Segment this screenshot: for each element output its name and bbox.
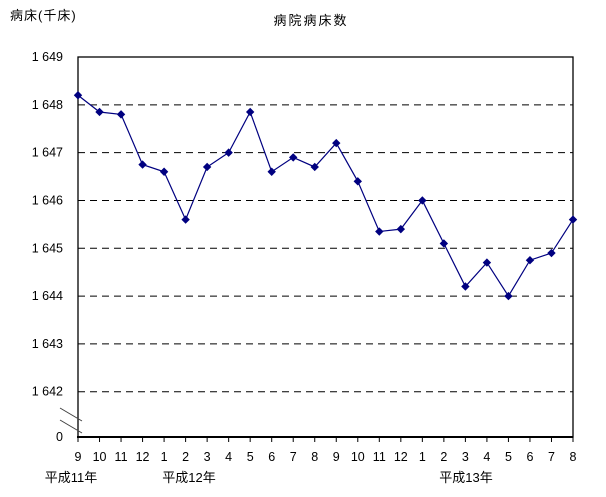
y-tick-label: 1 642 [32, 385, 63, 399]
era-label: 平成11年 [45, 470, 98, 485]
data-point-marker [181, 215, 190, 224]
series-line [77, 94, 574, 298]
x-tick-label: 3 [462, 450, 469, 464]
y-tick-label: 1 646 [32, 193, 63, 207]
data-point-marker [332, 138, 341, 148]
x-tick-label: 11 [115, 450, 128, 464]
x-tick-label: 12 [136, 450, 150, 464]
y-tick-label: 1 648 [32, 98, 63, 112]
data-point-marker [95, 107, 104, 117]
data-point-marker [396, 224, 406, 234]
x-tick-label: 6 [268, 450, 275, 464]
data-point-marker [353, 177, 362, 186]
axis-break-icon [59, 407, 83, 422]
y-tick-label: 1 649 [32, 50, 63, 64]
x-tick-label: 12 [394, 450, 408, 464]
data-point-marker [116, 110, 126, 119]
x-tick-label: 2 [440, 450, 447, 464]
x-tick-label: 2 [182, 450, 189, 464]
data-point-marker [547, 248, 556, 258]
y-axis-unit-label: 病床(千床) [10, 8, 77, 23]
y-tick-label: 1 644 [32, 289, 63, 303]
chart-title: 病院病床数 [273, 13, 349, 28]
x-tick-label: 8 [311, 450, 318, 464]
x-tick-label: 9 [75, 450, 82, 464]
y-tick-label: 1 643 [32, 337, 63, 351]
axis-break-icon [59, 419, 83, 434]
y-tick-label: 1 647 [32, 146, 63, 160]
data-point-marker [525, 256, 535, 265]
x-tick-label: 3 [204, 450, 211, 464]
data-point-marker [504, 291, 513, 301]
y-tick-label: 1 645 [32, 241, 63, 255]
x-tick-label: 4 [225, 450, 232, 464]
data-point-marker [245, 107, 255, 117]
x-tick-label: 8 [570, 450, 577, 464]
data-point-marker [461, 282, 470, 291]
x-tick-label: 9 [333, 450, 340, 464]
x-tick-label: 7 [548, 450, 555, 464]
x-tick-label: 1 [161, 450, 168, 464]
data-point-marker [73, 91, 83, 100]
x-tick-label: 7 [290, 450, 297, 464]
x-tick-label: 11 [373, 450, 386, 464]
data-point-marker [439, 239, 449, 248]
era-label: 平成12年 [162, 470, 215, 485]
data-point-marker [482, 258, 492, 267]
plot-frame [77, 56, 574, 438]
x-tick-label: 1 [419, 450, 426, 464]
data-point-marker [568, 215, 578, 224]
data-point-marker [159, 167, 169, 176]
data-point-marker [267, 167, 276, 176]
data-point-marker [289, 153, 298, 162]
data-point-marker [310, 162, 319, 172]
data-point-marker [202, 162, 212, 172]
data-point-marker [138, 160, 147, 169]
y-origin-label: 0 [56, 430, 63, 444]
x-tick-label: 5 [247, 450, 254, 464]
x-tick-label: 10 [351, 450, 365, 464]
data-point-marker [375, 227, 384, 236]
x-tick-label: 6 [526, 450, 533, 464]
x-tick-label: 5 [505, 450, 512, 464]
era-label: 平成13年 [439, 470, 492, 485]
x-tick-label: 4 [483, 450, 490, 464]
data-point-marker [224, 148, 233, 157]
x-tick-label: 10 [93, 450, 107, 464]
data-point-marker [418, 196, 427, 205]
